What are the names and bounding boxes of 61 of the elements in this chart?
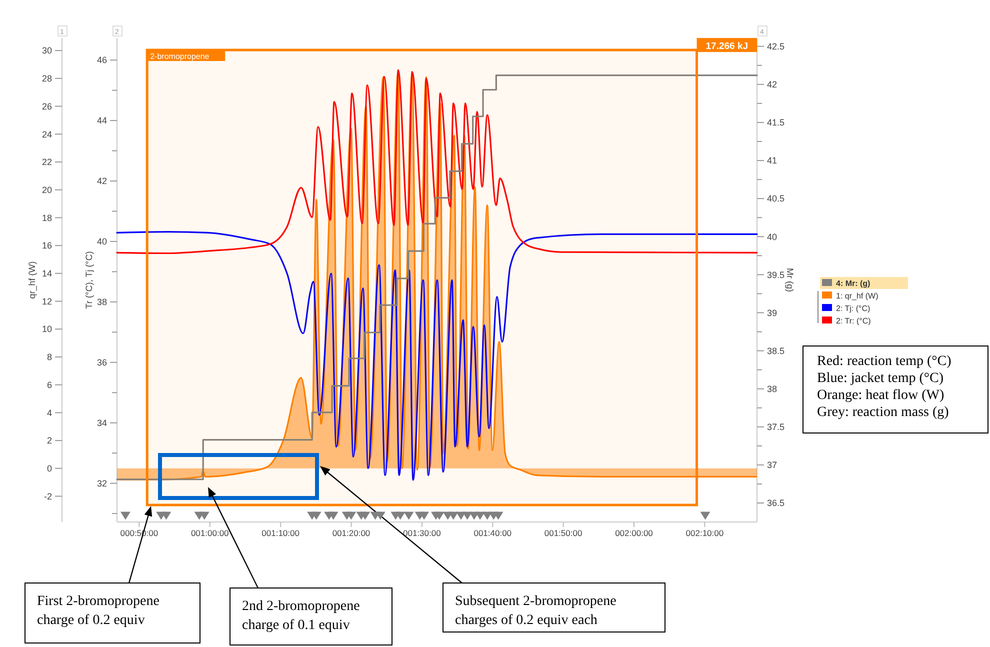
y3-tick-label: 39 bbox=[767, 308, 778, 318]
y-tick-label: 30 bbox=[42, 46, 52, 56]
legend-label: 4: Mr: (g) bbox=[836, 279, 871, 288]
y-tick-label: 24 bbox=[42, 129, 52, 140]
legend-label: 2: Tr: (°C) bbox=[836, 316, 872, 326]
y-tick-label: 18 bbox=[42, 212, 52, 223]
y-tick-label: 12 bbox=[42, 296, 52, 306]
y3-tick-label: 41.5 bbox=[767, 118, 785, 128]
y3-tick-label: 38 bbox=[767, 384, 778, 394]
x-tick-label: 001:10:00 bbox=[262, 528, 300, 538]
y2-tick-label: 32 bbox=[96, 478, 107, 488]
y-tick-label: -2 bbox=[44, 491, 52, 502]
y3-tick-label: 39.5 bbox=[767, 270, 785, 280]
y2-tick-label: 34 bbox=[96, 418, 107, 428]
line-series bbox=[116, 69, 758, 254]
x-tick-label: 002:10:00 bbox=[686, 528, 724, 538]
text: First 2-bromopropene charge of 0.2 equiv bbox=[37, 594, 160, 628]
y-tick-label: 28 bbox=[42, 74, 52, 84]
x-tick-label: 002:00:00 bbox=[615, 528, 654, 538]
y-tick-label: 14 bbox=[42, 268, 52, 279]
legend-label: 2: Tj: (°C) bbox=[836, 304, 870, 313]
y-tick-label: 26 bbox=[42, 101, 52, 112]
x-tick-label: 001:40:00 bbox=[474, 528, 512, 538]
legend-label: 1: qr_hf (W) bbox=[836, 292, 879, 300]
x-tick-label: 001:00:00 bbox=[190, 528, 230, 538]
y2-tick-label: 42 bbox=[96, 176, 107, 186]
x-tick-label: 001:30:00 bbox=[403, 528, 442, 538]
y-tick-label: 16 bbox=[42, 240, 52, 251]
y3-tick-label: 40.5 bbox=[767, 194, 785, 204]
y3-tick-label: 37 bbox=[767, 460, 778, 470]
annotation: 17.266 kJ bbox=[706, 41, 748, 52]
y-tick-label: 10 bbox=[42, 324, 52, 334]
y-tick-label: 4 bbox=[46, 408, 52, 418]
y-tick-label: 22 bbox=[42, 157, 52, 168]
band-label: 2-bromopropene bbox=[150, 52, 210, 61]
y-tick-label: 2 bbox=[46, 436, 52, 446]
y2-tick-label: 38 bbox=[96, 297, 107, 308]
text: Red: reaction temp (°C) Blue: jacket temp (°C) Orange: heat flow (W) Grey: reaction mass (g) bbox=[817, 354, 952, 420]
y3-tick-label: 38.5 bbox=[767, 346, 785, 356]
y3-tick-label: 42.5 bbox=[767, 42, 785, 52]
y2-axis-title: Tr (°C), Tj (°C) bbox=[84, 251, 94, 309]
text: 2nd 2-bromopropene charge of 0.1 equiv bbox=[242, 599, 360, 633]
x-tick-label: 001:50:00 bbox=[544, 528, 582, 538]
y3-axis-title: Mr (g) bbox=[785, 268, 795, 292]
y-tick-label: 6 bbox=[46, 380, 52, 390]
line-series bbox=[116, 230, 758, 481]
y-tick-label: 8 bbox=[46, 352, 52, 362]
y-axis-title: qr_hf (W) bbox=[27, 261, 37, 299]
y2-tick-label: 40 bbox=[96, 236, 107, 247]
y3-tick-label: 40 bbox=[767, 232, 778, 242]
y-tick-label: 0 bbox=[46, 464, 52, 474]
y2-tick-label: 44 bbox=[96, 116, 107, 126]
y3-tick-label: 41 bbox=[767, 156, 778, 166]
y-tick-label: 20 bbox=[42, 184, 52, 195]
y3-tick-label: 42 bbox=[767, 80, 778, 90]
y2-tick-label: 46 bbox=[96, 55, 107, 66]
y2-tick-label: 36 bbox=[96, 358, 107, 368]
y3-tick-label: 36.5 bbox=[767, 498, 785, 508]
text: Subsequent 2-bromopropene charges of 0.2 equiv each bbox=[455, 594, 616, 628]
y3-tick-label: 37.5 bbox=[767, 422, 785, 432]
x-tick-label: 001:20:00 bbox=[332, 528, 370, 538]
